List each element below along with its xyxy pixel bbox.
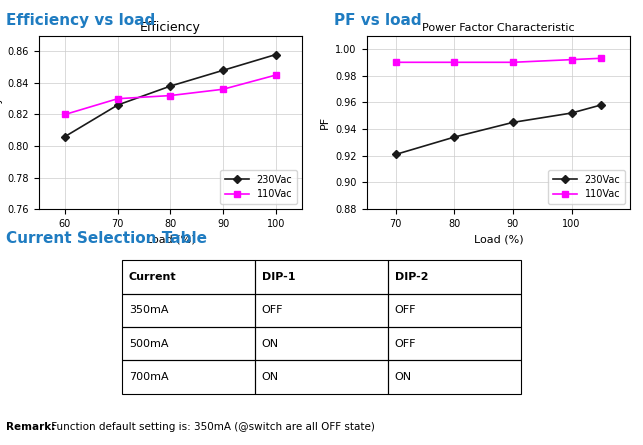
Bar <box>255 294 388 327</box>
230Vac <box>272 52 280 57</box>
Y-axis label: Efficiency: Efficiency <box>0 95 2 150</box>
230Vac <box>219 68 227 73</box>
Text: OFF: OFF <box>395 305 416 316</box>
Line: 110Vac: 110Vac <box>62 72 279 118</box>
110Vac <box>219 87 227 92</box>
Text: 700mA: 700mA <box>129 372 168 382</box>
110Vac <box>509 60 517 65</box>
Bar <box>388 360 521 394</box>
110Vac <box>568 57 575 62</box>
230Vac <box>114 102 122 108</box>
Text: Function default setting is: 350mA (@switch are all OFF state): Function default setting is: 350mA (@swi… <box>48 422 375 432</box>
110Vac <box>114 96 122 101</box>
110Vac <box>392 60 400 65</box>
Text: PF vs load: PF vs load <box>334 13 422 28</box>
Text: Current Selection Table: Current Selection Table <box>6 231 208 247</box>
Legend: 230Vac, 110Vac: 230Vac, 110Vac <box>548 170 625 204</box>
230Vac <box>392 152 400 157</box>
110Vac <box>451 60 458 65</box>
110Vac <box>272 73 280 78</box>
230Vac <box>568 110 575 116</box>
Line: 230Vac: 230Vac <box>62 52 278 139</box>
Bar <box>255 327 388 360</box>
110Vac <box>167 93 174 98</box>
Text: Efficiency vs load: Efficiency vs load <box>6 13 156 28</box>
230Vac <box>451 134 458 140</box>
Text: Current: Current <box>129 272 176 282</box>
230Vac <box>61 134 69 139</box>
230Vac <box>167 83 174 89</box>
Text: ON: ON <box>395 372 412 382</box>
Bar <box>255 360 388 394</box>
Text: OFF: OFF <box>395 339 416 349</box>
Text: DIP-2: DIP-2 <box>395 272 428 282</box>
Legend: 230Vac, 110Vac: 230Vac, 110Vac <box>220 170 297 204</box>
Text: 500mA: 500mA <box>129 339 168 349</box>
Text: DIP-1: DIP-1 <box>262 272 295 282</box>
Bar <box>388 294 521 327</box>
Bar <box>255 260 388 294</box>
Bar <box>122 260 255 294</box>
110Vac <box>61 112 69 117</box>
Bar <box>122 360 255 394</box>
110Vac <box>597 56 604 61</box>
230Vac <box>597 102 604 108</box>
X-axis label: Load (%): Load (%) <box>145 235 195 244</box>
X-axis label: Load (%): Load (%) <box>473 235 523 244</box>
Text: OFF: OFF <box>262 305 283 316</box>
230Vac <box>509 120 517 125</box>
Title: Power Factor Characteristic: Power Factor Characteristic <box>422 24 575 33</box>
Bar <box>122 294 255 327</box>
Line: 230Vac: 230Vac <box>393 102 604 157</box>
Line: 110Vac: 110Vac <box>392 55 604 66</box>
Text: 350mA: 350mA <box>129 305 168 316</box>
Text: Remark:: Remark: <box>6 422 56 432</box>
Bar <box>388 260 521 294</box>
Bar <box>122 327 255 360</box>
Bar <box>388 327 521 360</box>
Text: ON: ON <box>262 339 279 349</box>
Text: ON: ON <box>262 372 279 382</box>
Y-axis label: PF: PF <box>320 116 330 129</box>
Title: Efficiency: Efficiency <box>140 21 201 34</box>
